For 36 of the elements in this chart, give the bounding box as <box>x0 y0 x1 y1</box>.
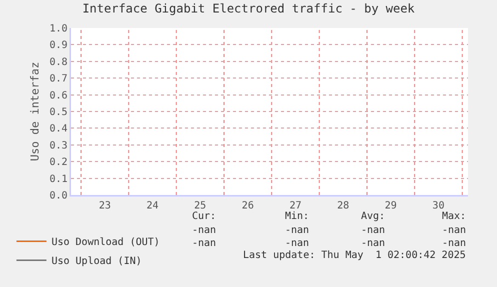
x-tick-label: 26 <box>242 200 254 212</box>
text: -nan <box>442 238 466 249</box>
legend-label: Uso Download (OUT) <box>51 237 160 248</box>
text: -nan <box>285 225 310 236</box>
x-tick-label: 30 <box>432 200 444 212</box>
x-tick-label: 27 <box>289 200 302 212</box>
text: Max: <box>442 211 466 222</box>
legend-label: Uso Upload (IN) <box>51 256 142 268</box>
y-tick-label: 0.9 <box>49 40 68 52</box>
y-tick-label: 0.7 <box>49 74 68 85</box>
y-tick-label: 0.0 <box>49 190 68 202</box>
y-tick-label: 0.3 <box>49 140 68 152</box>
y-tick-label: 0.5 <box>49 107 68 118</box>
text: Last update: Thu May 1 02:00:42 2025 <box>243 250 466 261</box>
x-tick-label: 28 <box>337 200 350 212</box>
x-tick-label: 29 <box>384 200 397 212</box>
text: -nan <box>285 238 310 249</box>
y-tick-label: 0.6 <box>49 90 68 102</box>
text: -nan <box>361 238 386 249</box>
y-axis-title: Uso de interfaz <box>28 62 42 162</box>
text: -nan <box>192 238 216 249</box>
text: -nan <box>192 225 216 236</box>
text: -nan <box>361 225 386 236</box>
text: -nan <box>442 225 466 236</box>
y-tick-label: 0.2 <box>49 157 68 168</box>
text: Avg: <box>361 211 386 222</box>
x-tick-label: 24 <box>146 200 159 212</box>
x-tick-label: 23 <box>98 200 111 212</box>
y-tick-label: 0.1 <box>49 174 68 185</box>
y-tick-label: 0.8 <box>49 56 68 68</box>
x-tick-label: 25 <box>194 200 206 212</box>
text: Cur: <box>192 211 216 222</box>
chart-title: Interface Gigabit Electrored traffic - by week <box>82 2 416 16</box>
y-tick-label: 1.0 <box>49 24 68 34</box>
y-tick-label: 0.4 <box>49 124 68 135</box>
text: Min: <box>285 211 310 222</box>
